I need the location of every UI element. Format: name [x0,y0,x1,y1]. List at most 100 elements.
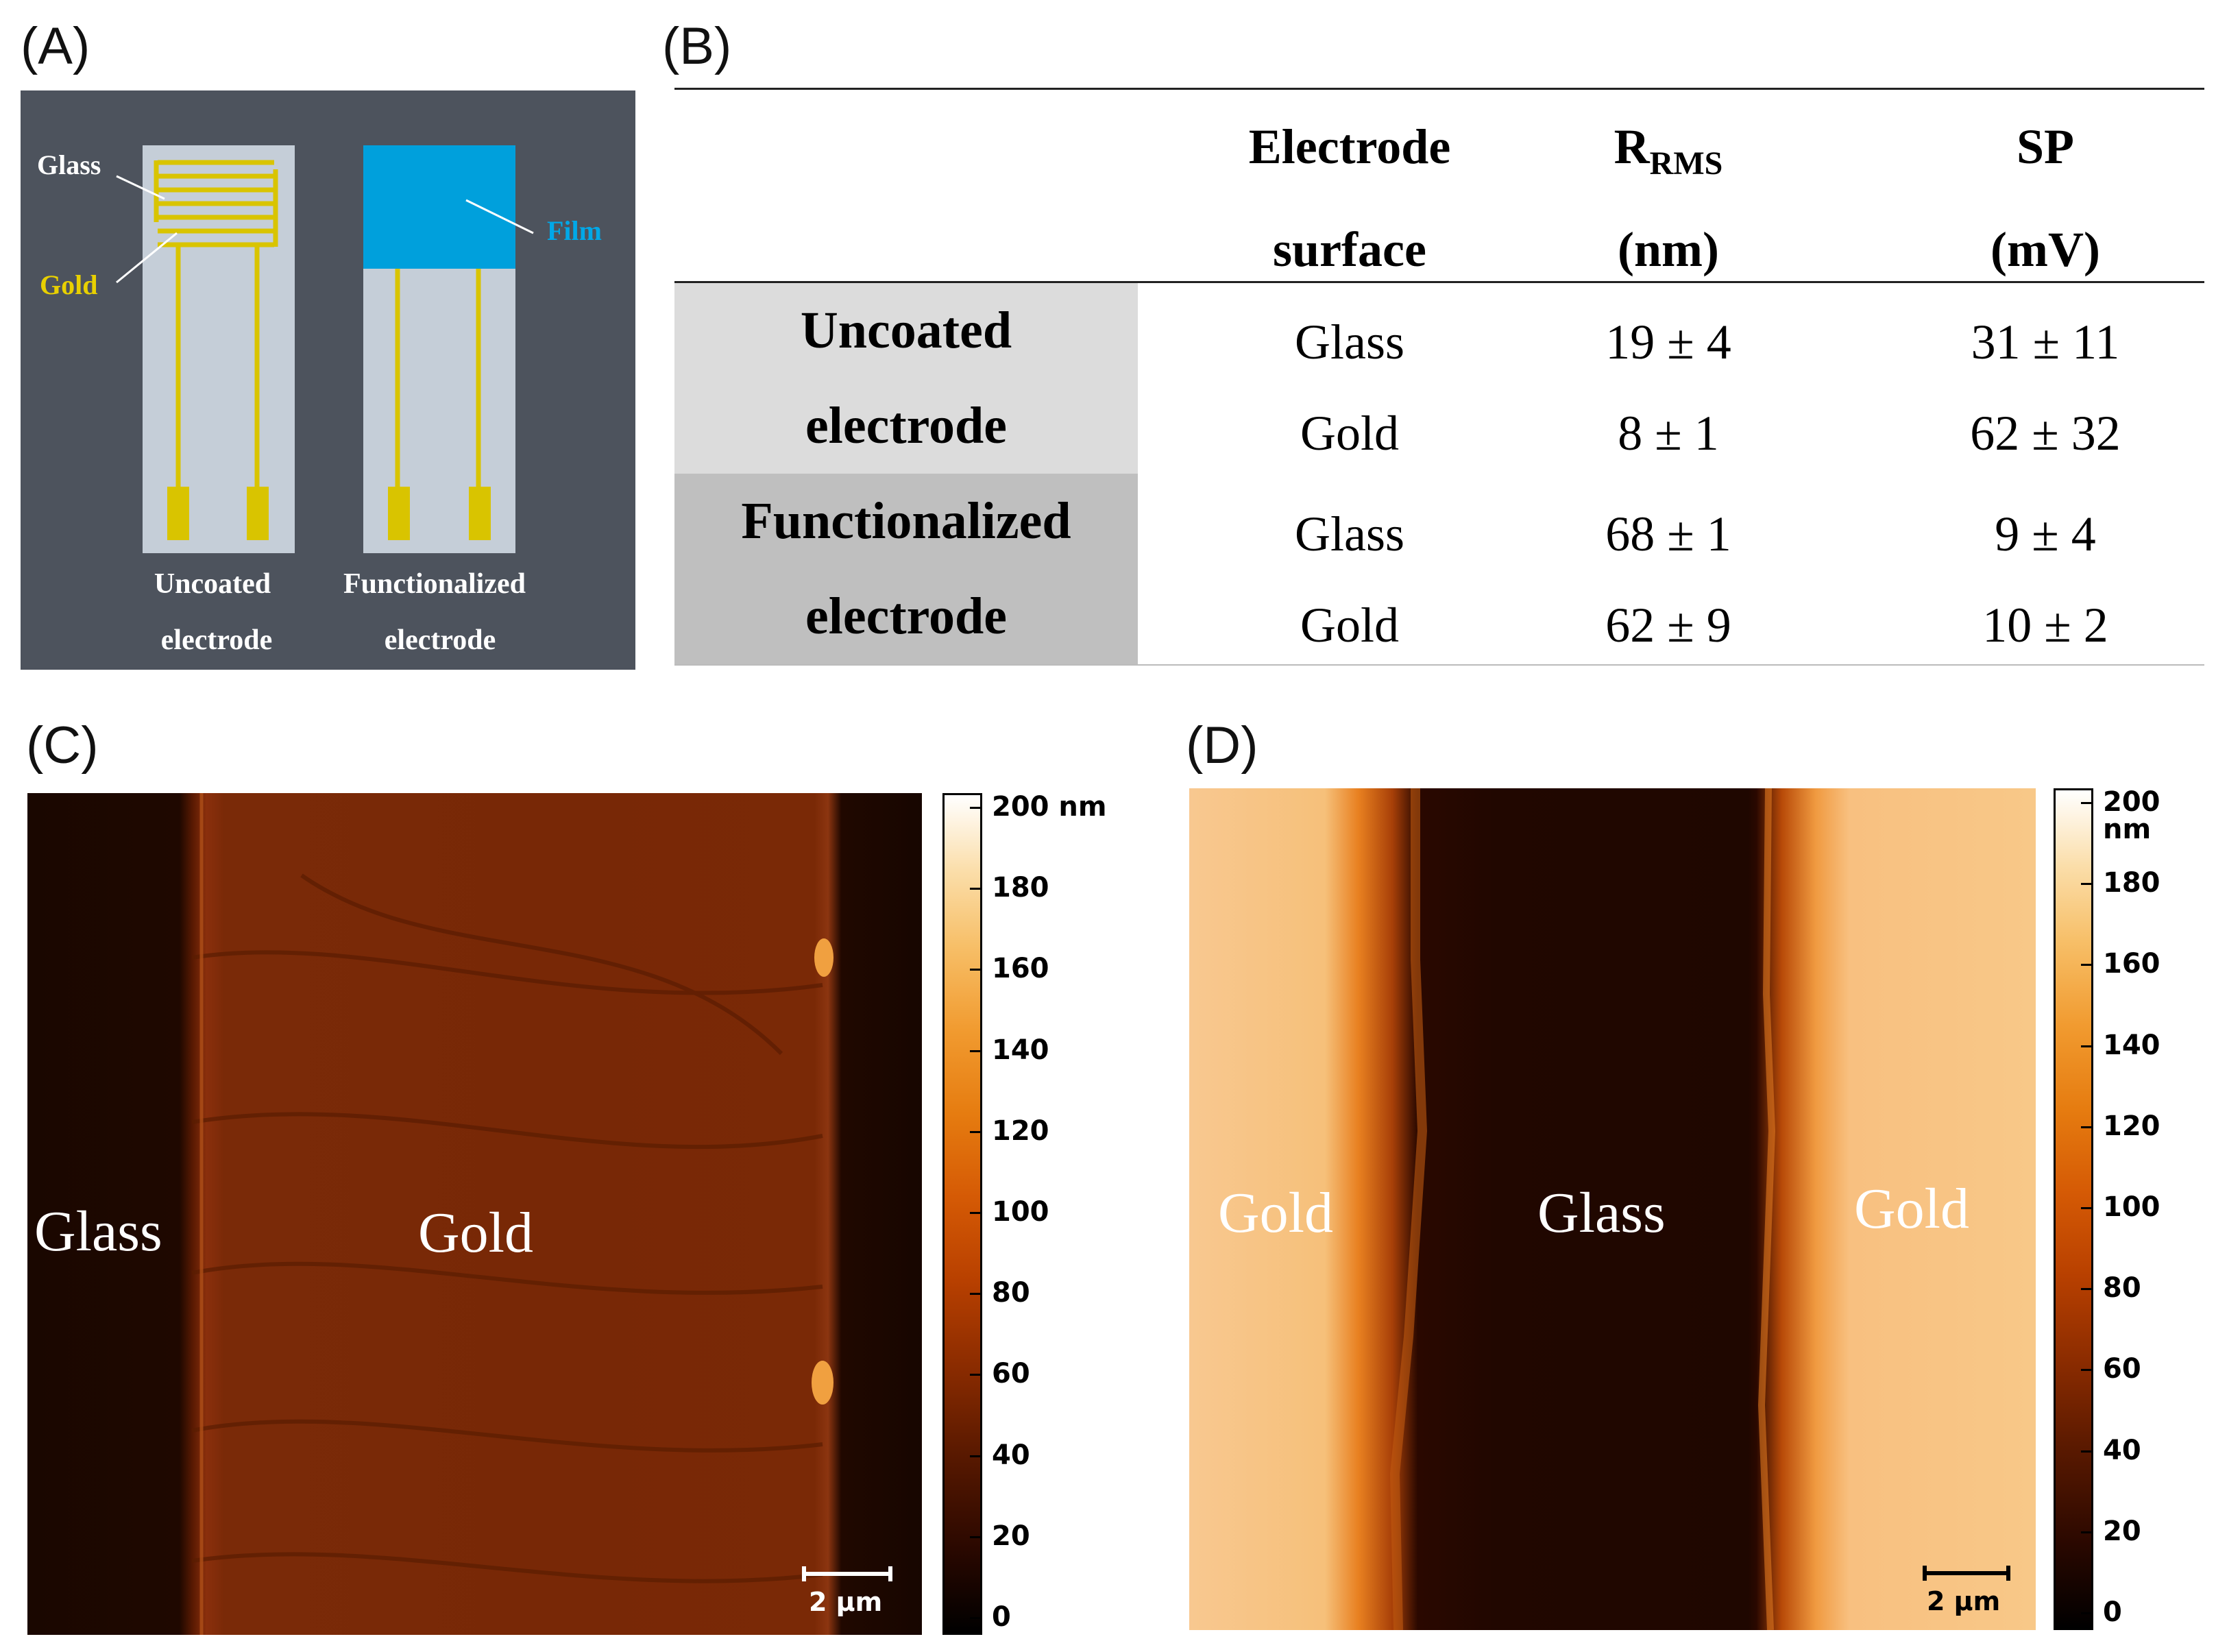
colorbar-tick [2081,1450,2093,1453]
colorbar-tick [2081,1126,2093,1128]
colorbar-tick [970,888,982,890]
uncoated-gold-pad-left [167,487,189,540]
scale-bar: 2 µm [1923,1566,2019,1616]
label-glass: Glass [34,1200,162,1263]
uncoated-glass-substrate [143,145,295,553]
roughness-potential-table: Electrode surface RRMS (nm) SP (mV) Unco… [674,88,2204,666]
colorbar-c [942,793,982,1635]
functionalized-gold-pad-right [469,487,491,540]
functionalized-caption-line1: Functionalized [343,568,526,600]
colorbar-tick-label: 200 nm [992,791,1107,823]
panel-label-a: (A) [21,17,90,75]
header-sp: SP [2016,119,2075,174]
functionalized-gold-traces [395,269,481,494]
colorbar-tick [970,1049,982,1052]
colorbar-tick [2081,1288,2093,1291]
colorbar-tick-label: 160 [992,953,1049,985]
header-rrms: RRMS [1614,119,1723,182]
uncoated-gold-pad-right [247,487,269,540]
colorbar-tick [970,1293,982,1296]
cell-rrms: 68 ± 1 [1605,507,1731,561]
cell-surface: Glass [1295,315,1404,369]
colorbar-tick-label: 20 [992,1520,1030,1552]
colorbar-tick [970,1535,982,1538]
scale-bar-label: 2 µm [809,1587,883,1617]
gold-label: Gold [40,269,97,300]
table-header-rule [674,281,2204,283]
afm-texture [191,793,833,1635]
cell-rrms: 62 ± 9 [1605,598,1731,653]
colorbar-tick-label: 40 [2103,1434,2141,1466]
group-name-line1: Uncoated [800,302,1012,359]
cell-sp: 31 ± 11 [1971,315,2120,369]
table-bottom-rule [674,664,2204,666]
cell-rrms: 8 ± 1 [1618,406,1719,461]
functionalized-gold-pad-left [388,487,410,540]
colorbar-tick [970,969,982,971]
colorbar-tick [970,807,982,809]
afm-image-functionalized: Gold Glass Gold 2 µm [1189,788,2036,1630]
colorbar-tick-label: 120 [992,1115,1049,1147]
cell-sp: 9 ± 4 [1995,507,2096,561]
colorbar-tick-label: 80 [992,1277,1030,1309]
colorbar-tick-label: 40 [992,1439,1030,1471]
colorbar-tick-label: 200 nm [2103,786,2160,845]
panel-label-b: (B) [662,17,732,75]
afm-texture [1389,788,1776,1630]
colorbar-tick-label: 60 [992,1358,1030,1390]
colorbar-tick [970,1212,982,1214]
colorbar-tick [2081,964,2093,967]
electrode-schematic-drawing: Glass Gold Film Uncoated electrode Funct… [37,145,602,656]
colorbar-tick-label: 0 [992,1601,1011,1633]
cell-surface: Gold [1300,598,1399,653]
colorbar-tick [2081,883,2093,886]
colorbar-tick [2081,1612,2093,1614]
panel-label-d: (D) [1186,716,1258,775]
table-top-rule [674,88,2204,90]
particle [814,938,833,977]
colorbar-tick-label: 60 [2103,1353,2141,1385]
colorbar-tick-label: 180 [992,872,1049,904]
colorbar-tick-label: 100 [2103,1191,2160,1223]
scale-bar-label: 2 µm [1927,1586,2001,1616]
cell-surface: Gold [1300,406,1399,461]
cell-surface: Glass [1295,507,1404,561]
gold-pointer-line [116,232,178,284]
group-uncoated: Uncoated electrode [674,283,1138,474]
label-gold-right: Gold [1854,1177,1969,1241]
cell-sp: 62 ± 32 [1970,406,2121,461]
colorbar-tick [970,1617,982,1619]
glass-pointer-line [116,175,165,200]
group-functionalized: Functionalized electrode [674,474,1138,664]
colorbar-tick [2081,802,2093,804]
afm-image-uncoated: Glass Gold 2 µm [27,793,922,1635]
colorbar-tick-label: 20 [2103,1515,2141,1547]
colorbar-tick [970,1130,982,1133]
colorbar-tick-label: 140 [2103,1029,2160,1061]
cell-sp: 10 ± 2 [1982,598,2108,653]
colorbar-tick [2081,1045,2093,1047]
colorbar-tick-label: 180 [2103,867,2160,899]
colorbar-tick [2081,1207,2093,1209]
colorbar-tick [970,1455,982,1457]
panel-label-c: (C) [26,716,99,775]
group-name-line1: Functionalized [741,492,1071,550]
particle [812,1361,833,1405]
uncoated-gold-interdigitated [154,160,278,494]
colorbar-tick-label: 120 [2103,1110,2160,1142]
colorbar-tick-label: 80 [2103,1272,2141,1304]
cell-rrms: 19 ± 4 [1605,315,1731,369]
colorbar-tick-label: 0 [2103,1596,2122,1628]
colorbar-d [2054,788,2093,1630]
electrode-schematic: Glass Gold Film Uncoated electrode Funct… [21,90,635,670]
colorbar-tick [970,1374,982,1376]
colorbar-tick-label: 100 [992,1196,1049,1228]
header-rrms-unit: (nm) [1618,222,1719,277]
label-gold-left: Gold [1218,1181,1333,1245]
uncoated-caption-line2: electrode [161,624,272,656]
header-surface: surface [1273,222,1426,277]
colorbar-tick [2081,1369,2093,1372]
functionalized-caption-line2: electrode [385,624,496,656]
scale-bar: 2 µm [802,1566,898,1617]
label-gold: Gold [418,1201,533,1265]
